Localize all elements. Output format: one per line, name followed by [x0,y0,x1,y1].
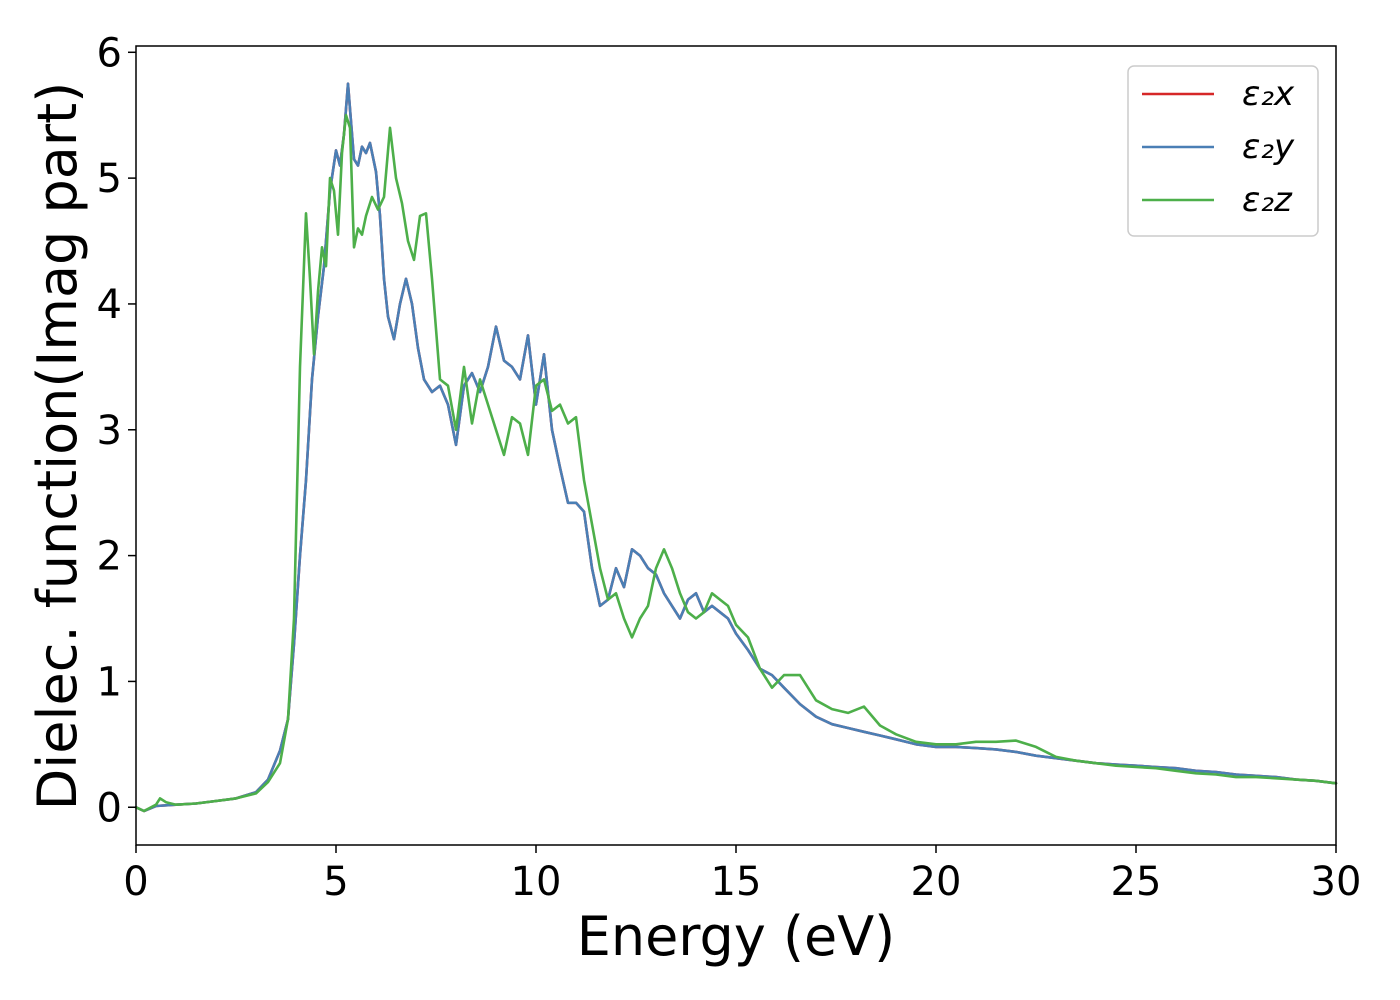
x-tick-label: 15 [711,859,762,905]
y-tick-label: 6 [97,30,122,76]
legend-items: ε₂x ε₂y ε₂z [1142,74,1295,220]
x-tick-label: 25 [1111,859,1162,905]
y-axis-ticks: 0 1 2 3 4 5 6 [97,30,136,831]
x-tick-label: 0 [123,859,148,905]
x-tick-label: 30 [1311,859,1362,905]
legend-label-1: ε₂y [1242,127,1295,167]
y-axis-title: Dielec. function(Imag part) [26,82,89,811]
y-tick-label: 4 [97,282,122,328]
x-tick-label: 10 [511,859,562,905]
plot-lines [134,82,1338,813]
series-line-2 [134,113,1338,813]
x-axis-ticks: 0 5 10 15 20 25 30 [123,845,1361,905]
x-tick-label: 20 [911,859,962,905]
x-tick-label: 5 [323,859,348,905]
y-tick-label: 1 [97,659,122,705]
y-tick-label: 0 [97,785,122,831]
x-axis-title: Energy (eV) [577,905,896,968]
legend-box [1127,65,1319,237]
legend-label-0: ε₂x [1242,74,1295,114]
y-tick-label: 5 [97,156,122,202]
legend-label-2: ε₂z [1242,180,1293,220]
y-tick-label: 2 [97,534,122,580]
y-tick-label: 3 [97,408,122,454]
series-line-1 [134,82,1338,813]
legend: ε₂x ε₂y ε₂z [1127,65,1319,237]
